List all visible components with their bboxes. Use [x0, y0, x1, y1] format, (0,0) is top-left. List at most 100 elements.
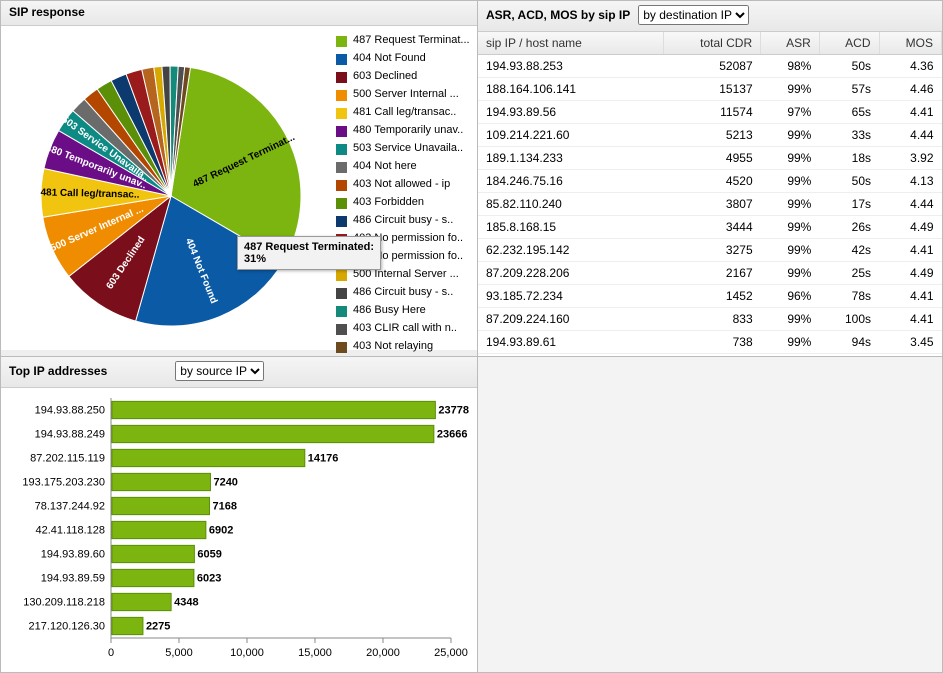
- cell-cdr: 1452: [663, 285, 760, 308]
- legend-item[interactable]: 403 Forbidden: [336, 194, 471, 212]
- legend-swatch: [336, 54, 347, 65]
- table-row[interactable]: 87.209.224.16083399%100s4.41: [478, 308, 942, 331]
- legend-item[interactable]: 500 Internal Server ...: [336, 266, 471, 284]
- table-row[interactable]: 62.232.195.142327599%42s4.41: [478, 239, 942, 262]
- cell-acd: 50s: [819, 170, 879, 193]
- legend-item[interactable]: 603 Declined: [336, 68, 471, 86]
- bar[interactable]: [112, 425, 434, 442]
- legend-item[interactable]: 487 Request Terminat...: [336, 32, 471, 50]
- legend-item[interactable]: 403 Not relaying: [336, 338, 471, 356]
- cell-ip: 184.246.75.16: [478, 170, 663, 193]
- legend-label: 404 Not here: [353, 161, 417, 173]
- bar[interactable]: [112, 617, 143, 634]
- bar[interactable]: [112, 521, 206, 538]
- cell-mos: 4.13: [879, 170, 941, 193]
- legend-item[interactable]: 403 CLIR call with n..: [336, 320, 471, 338]
- bar[interactable]: [112, 449, 305, 466]
- legend-swatch: [336, 234, 347, 245]
- table-row[interactable]: 93.185.72.234145296%78s4.41: [478, 285, 942, 308]
- cell-asr: 96%: [761, 285, 820, 308]
- legend-label: 403 CLIR call with n..: [353, 323, 457, 335]
- cell-asr: 99%: [761, 262, 820, 285]
- cell-ip: 194.93.88.253: [478, 55, 663, 78]
- table-row[interactable]: 194.93.88.2535208798%50s4.36: [478, 55, 942, 78]
- bar-value-label: 2275: [146, 620, 170, 632]
- table-row[interactable]: 85.82.110.240380799%17s4.44: [478, 193, 942, 216]
- bar[interactable]: [112, 497, 209, 514]
- cell-cdr: 2167: [663, 262, 760, 285]
- bar-value-label: 6059: [197, 548, 221, 560]
- bar[interactable]: [112, 401, 435, 418]
- cell-mos: 4.41: [879, 285, 941, 308]
- col-acd[interactable]: ACD: [819, 32, 879, 55]
- table-row[interactable]: 188.164.106.1411513799%57s4.46: [478, 78, 942, 101]
- cell-ip: 189.1.134.233: [478, 147, 663, 170]
- legend-item[interactable]: 403 No permission fo..: [336, 248, 471, 266]
- legend-label: 603 Declined: [353, 71, 417, 83]
- table-row[interactable]: 109.214.221.60521399%33s4.44: [478, 124, 942, 147]
- legend-item[interactable]: 486 Circuit busy - s..: [336, 284, 471, 302]
- x-tick-label: 20,000: [366, 647, 400, 659]
- cell-ip: 62.232.195.142: [478, 239, 663, 262]
- x-tick-label: 10,000: [230, 647, 264, 659]
- bar-value-label: 7168: [212, 500, 236, 512]
- cell-acd: 78s: [819, 285, 879, 308]
- x-tick-label: 5,000: [165, 647, 193, 659]
- legend-label: 487 Request Terminat...: [353, 35, 470, 47]
- bar[interactable]: [112, 545, 194, 562]
- cell-asr: 99%: [761, 239, 820, 262]
- legend-item[interactable]: 503 Service Unavaila..: [336, 140, 471, 158]
- legend-item[interactable]: 500 Server Internal ...: [336, 86, 471, 104]
- bar[interactable]: [112, 593, 171, 610]
- legend-item[interactable]: 403 No permission fo..: [336, 230, 471, 248]
- cell-acd: 65s: [819, 101, 879, 124]
- bar-category-label: 194.93.88.249: [35, 428, 105, 440]
- bar[interactable]: [112, 569, 194, 586]
- asr-destination-select[interactable]: by destination IP: [638, 5, 749, 25]
- legend-swatch: [336, 270, 347, 281]
- table-row[interactable]: 194.93.89.561157497%65s4.41: [478, 101, 942, 124]
- cell-acd: 26s: [819, 216, 879, 239]
- x-tick-label: 15,000: [298, 647, 332, 659]
- legend-item[interactable]: 403 Not allowed - ip: [336, 176, 471, 194]
- col-cdr[interactable]: total CDR: [663, 32, 760, 55]
- cell-ip: 109.214.221.60: [478, 124, 663, 147]
- pie-svg: [1, 26, 341, 350]
- legend-item[interactable]: 404 Not here: [336, 158, 471, 176]
- cell-cdr: 3275: [663, 239, 760, 262]
- sip-response-title: SIP response: [9, 5, 85, 19]
- bar[interactable]: [112, 473, 210, 490]
- legend-label: 503 Service Unavaila..: [353, 143, 463, 155]
- bar-value-label: 6023: [197, 572, 221, 584]
- table-row[interactable]: 185.8.168.15344499%26s4.49: [478, 216, 942, 239]
- legend-item[interactable]: 480 Temporarily unav..: [336, 122, 471, 140]
- cell-acd: 33s: [819, 124, 879, 147]
- cell-acd: 17s: [819, 193, 879, 216]
- legend-item[interactable]: 486 Circuit busy - s..: [336, 212, 471, 230]
- table-row[interactable]: 87.209.228.206216799%25s4.49: [478, 262, 942, 285]
- cell-acd: 25s: [819, 262, 879, 285]
- top-ip-panel: Top IP addresses by source IP 05,00010,0…: [0, 357, 478, 673]
- top-ip-title: Top IP addresses: [9, 364, 107, 378]
- cell-mos: 3.92: [879, 147, 941, 170]
- legend-item[interactable]: 481 Call leg/transac..: [336, 104, 471, 122]
- legend-swatch: [336, 306, 347, 317]
- top-ip-source-select[interactable]: by source IP: [175, 361, 264, 381]
- cell-mos: 4.41: [879, 308, 941, 331]
- col-mos[interactable]: MOS: [879, 32, 941, 55]
- legend-item[interactable]: 404 Not Found: [336, 50, 471, 68]
- legend-swatch: [336, 90, 347, 101]
- legend-item[interactable]: 486 Busy Here: [336, 302, 471, 320]
- bar-value-label: 14176: [308, 452, 339, 464]
- col-asr[interactable]: ASR: [761, 32, 820, 55]
- table-row[interactable]: 184.246.75.16452099%50s4.13: [478, 170, 942, 193]
- asr-header: ASR, ACD, MOS by sip IP by destination I…: [478, 1, 942, 32]
- asr-table-container[interactable]: sip IP / host nametotal CDRASRACDMOS 194…: [478, 32, 942, 356]
- empty-panel: [478, 357, 943, 673]
- col-ip[interactable]: sip IP / host name: [478, 32, 663, 55]
- table-row[interactable]: 194.93.89.6173899%94s3.45: [478, 331, 942, 354]
- cell-asr: 99%: [761, 170, 820, 193]
- legend-label: 486 Busy Here: [353, 305, 426, 317]
- legend-label: 480 Temporarily unav..: [353, 125, 463, 137]
- table-row[interactable]: 189.1.134.233495599%18s3.92: [478, 147, 942, 170]
